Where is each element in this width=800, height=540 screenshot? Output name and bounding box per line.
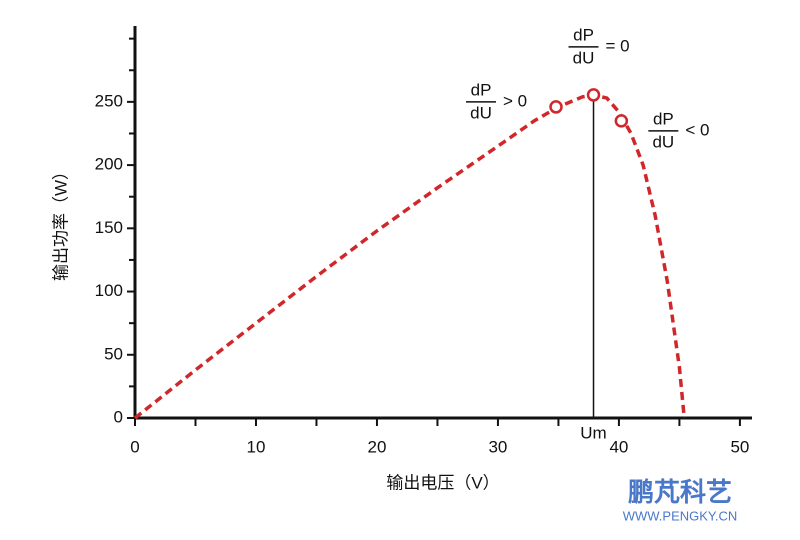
watermark-url: WWW.PENGKY.CN (623, 508, 738, 523)
fraction-numerator: dP (653, 109, 674, 128)
x-tick-label: 10 (247, 437, 266, 456)
relation: > 0 (503, 91, 527, 110)
fraction-denominator: dU (652, 132, 674, 151)
fraction-denominator: dU (470, 103, 492, 122)
x-axis-label: 输出电压（V） (386, 473, 499, 492)
y-axis-label: 输出功率（W） (51, 163, 70, 281)
marker (614, 114, 629, 128)
power-curve (133, 93, 686, 420)
marker (549, 100, 563, 114)
y-tick-label: 100 (95, 281, 123, 300)
y-tick-label: 150 (95, 218, 123, 237)
y-tick-label: 250 (95, 91, 123, 110)
x-tick-label: 0 (130, 437, 139, 456)
watermark-title: 鹏芃科艺 (628, 477, 732, 507)
x-tick-label: 20 (367, 437, 386, 456)
relation: < 0 (685, 120, 709, 139)
um-label: Um (580, 423, 606, 442)
fraction-numerator: dP (573, 25, 594, 44)
y-tick-label: 200 (95, 155, 123, 174)
relation: = 0 (606, 36, 630, 55)
x-tick-label: 50 (730, 437, 749, 456)
x-tick-label: 30 (488, 437, 507, 456)
fraction-denominator: dU (573, 48, 595, 67)
y-tick-label: 50 (104, 344, 123, 363)
marker (586, 88, 601, 102)
fraction-numerator: dP (471, 80, 492, 99)
x-tick-label: 40 (609, 437, 628, 456)
y-tick-label: 0 (114, 407, 123, 426)
